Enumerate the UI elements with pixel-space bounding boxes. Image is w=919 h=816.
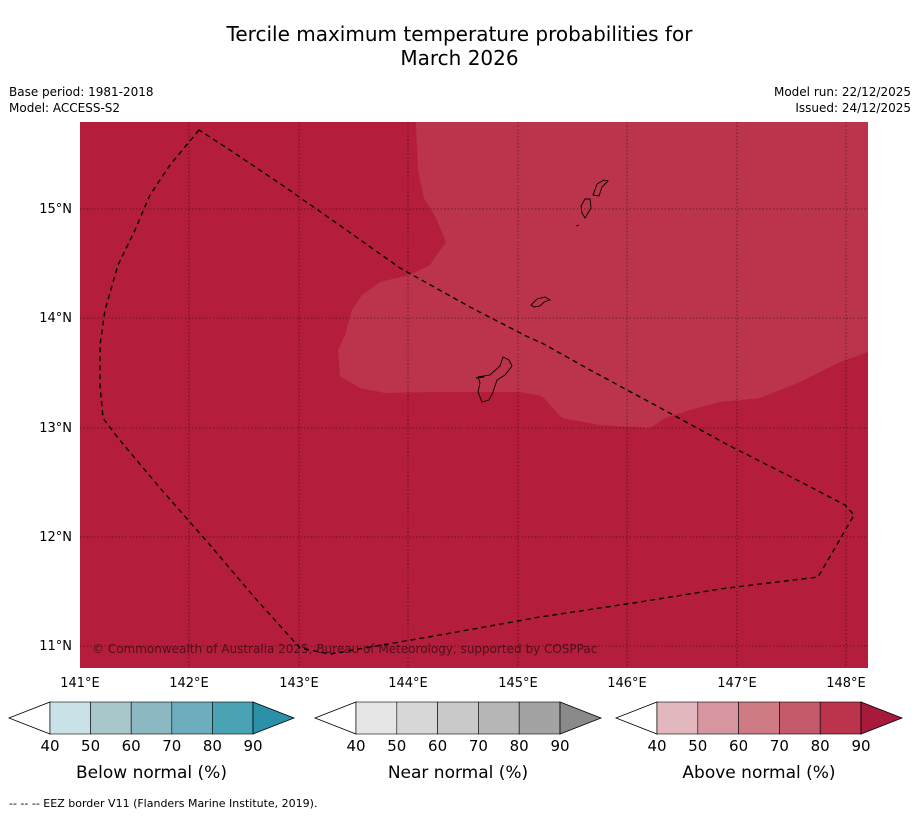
lon-label: 143°E <box>279 676 319 691</box>
lat-label: 12°N <box>39 530 72 545</box>
below-normal-colorbar-label: Below normal (%) <box>76 763 227 783</box>
colorbar-segment <box>171 701 213 735</box>
colorbar-segment <box>697 701 739 735</box>
above-normal-colorbar: 40 50 60 70 80 90 Above normal (%) <box>614 701 904 783</box>
colorbar-segment <box>819 701 862 735</box>
lon-label: 145°E <box>498 676 538 691</box>
title-line-1: Tercile maximum temperature probabilitie… <box>226 22 693 46</box>
colorbar-segment <box>478 701 520 735</box>
colorbar-legends: 40 50 60 70 80 90 Below normal (%) 40 50 60 70 80 90… <box>7 701 904 783</box>
colorbar-segment <box>396 701 438 735</box>
colorbar-segment <box>130 701 173 735</box>
colorbar-tick-label: 60 <box>122 737 141 755</box>
colorbar-tick-label: 50 <box>387 737 406 755</box>
coastlines <box>475 179 609 403</box>
eez-footnote: -- -- -- EEZ border V11 (Flanders Marine… <box>9 797 318 810</box>
colorbar-segment <box>738 701 780 735</box>
longitude-labels: 141°E 142°E 143°E 144°E 145°E 146°E 147°… <box>60 676 866 691</box>
lat-label: 15°N <box>39 202 72 217</box>
colorbar-tick-label: 80 <box>203 737 222 755</box>
colorbar-tick-label: 60 <box>729 737 748 755</box>
colorbar-tick-label: 90 <box>550 737 569 755</box>
near-normal-colorbar-label: Near normal (%) <box>388 763 528 783</box>
aguijan-island <box>575 224 580 227</box>
colorbar-tick-label: 90 <box>243 737 262 755</box>
colorbar-segment <box>779 701 821 735</box>
saipan-island <box>592 179 609 197</box>
colorbar-tick-label: 60 <box>428 737 447 755</box>
lat-label: 14°N <box>39 311 72 326</box>
colorbar-tick-label: 40 <box>647 737 666 755</box>
title-line-2: March 2026 <box>400 46 519 70</box>
lon-label: 141°E <box>60 676 100 691</box>
colorbar-underflow-triangle <box>7 701 51 735</box>
colorbar-segment <box>49 701 91 735</box>
copyright-notice: © Commonwealth of Australia 2025, Bureau… <box>92 642 597 656</box>
colorbar-segment <box>90 701 132 735</box>
below-normal-colorbar: 40 50 60 70 80 90 Below normal (%) <box>7 701 296 783</box>
guam-island <box>477 356 513 403</box>
lat-label: 11°N <box>39 639 72 654</box>
colorbar-tick-label: 80 <box>811 737 830 755</box>
colorbar-tick-label: 40 <box>346 737 365 755</box>
colorbar-tick-label: 50 <box>81 737 100 755</box>
colorbar-tick-label: 80 <box>510 737 529 755</box>
colorbar-overflow-triangle <box>252 701 296 735</box>
model-run: Model run: 22/12/2025 <box>773 85 911 99</box>
colorbar-underflow-triangle <box>614 701 658 735</box>
colorbar-underflow-triangle <box>313 701 357 735</box>
colorbar-tick-label: 90 <box>851 737 870 755</box>
graticule <box>80 122 868 668</box>
colorbar-tick-label: 40 <box>40 737 59 755</box>
chart-title: Tercile maximum temperature probabilitie… <box>0 22 919 70</box>
forecast-map-figure: © Commonwealth of Australia 2025, Bureau… <box>7 122 904 783</box>
lon-label: 148°E <box>826 676 866 691</box>
meta-left: Base period: 1981-2018 Model: ACCESS-S2 <box>9 84 154 116</box>
lon-label: 142°E <box>169 676 209 691</box>
colorbar-tick-label: 70 <box>770 737 789 755</box>
issued-date: Issued: 24/12/2025 <box>795 101 911 115</box>
colorbar-overflow-triangle <box>860 701 904 735</box>
rota-island <box>530 296 552 308</box>
colorbar-tick-label: 50 <box>688 737 707 755</box>
colorbar-tick-label: 70 <box>162 737 181 755</box>
model-name: Model: ACCESS-S2 <box>9 101 121 115</box>
lon-label: 144°E <box>388 676 428 691</box>
guam-reef <box>475 376 485 379</box>
colorbar-segment <box>656 701 699 735</box>
colorbar-segment <box>437 701 479 735</box>
colorbar-segment <box>355 701 398 735</box>
near-normal-colorbar: 40 50 60 70 80 90 Near normal (%) <box>313 701 603 783</box>
above-normal-colorbar-label: Above normal (%) <box>682 763 835 783</box>
tinian-island <box>580 198 592 219</box>
lat-label: 13°N <box>39 421 72 436</box>
colorbar-segment <box>518 701 561 735</box>
lon-label: 146°E <box>607 676 647 691</box>
base-period: Base period: 1981-2018 <box>9 85 154 99</box>
colorbar-segment <box>212 701 254 735</box>
eez-border <box>99 129 855 655</box>
colorbar-tick-label: 70 <box>469 737 488 755</box>
meta-right: Model run: 22/12/2025 Issued: 24/12/2025 <box>774 84 911 116</box>
colorbar-overflow-triangle <box>559 701 603 735</box>
above-normal-70-80-region <box>338 122 868 428</box>
latitude-labels: 15°N 14°N 13°N 12°N 11°N <box>39 202 72 654</box>
lon-label: 147°E <box>717 676 757 691</box>
